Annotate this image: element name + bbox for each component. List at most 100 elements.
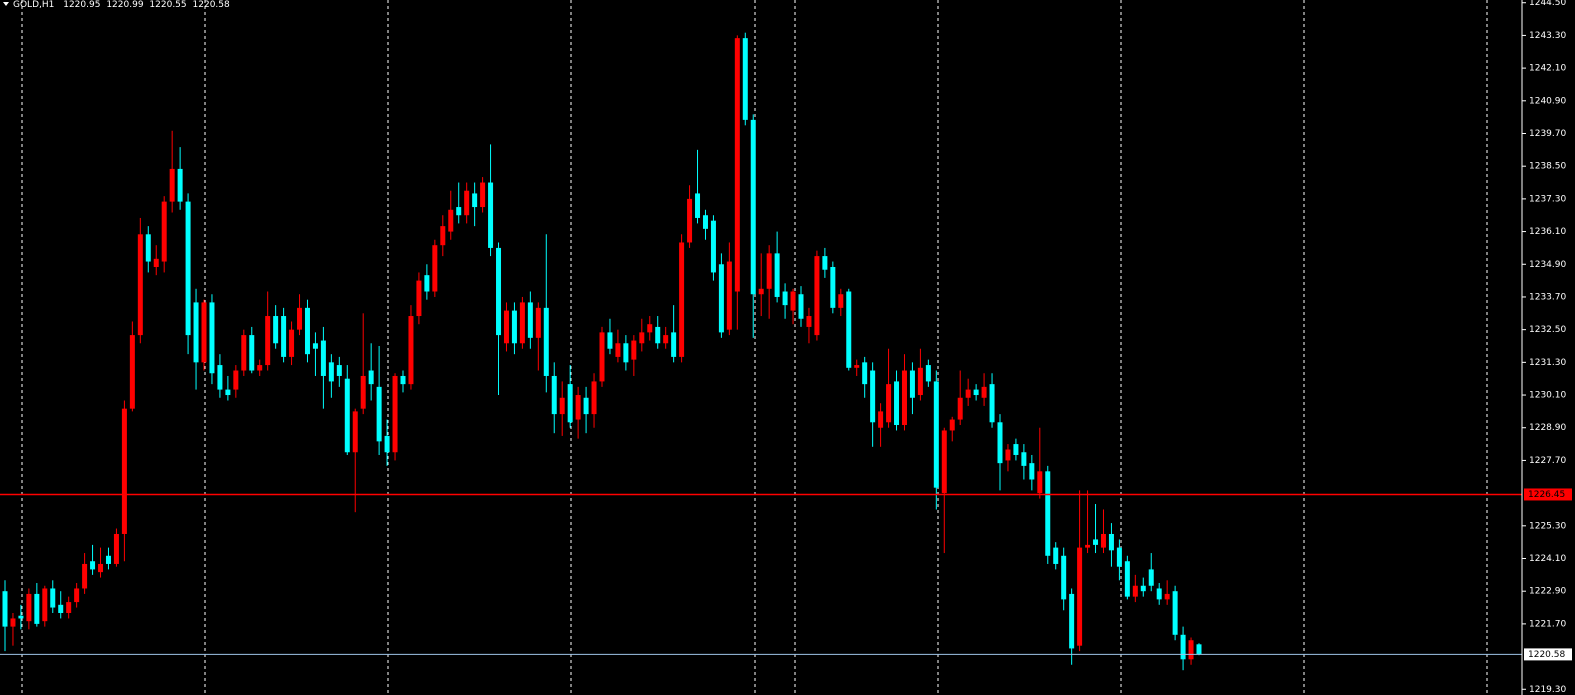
y-tick-label: 1234.90: [1529, 260, 1566, 270]
candle-body: [782, 291, 788, 306]
candle-body: [456, 207, 462, 216]
candle-body: [90, 561, 96, 570]
candle-body: [870, 370, 876, 423]
candle-body: [830, 266, 836, 308]
bid-label: 1220.58: [1528, 650, 1565, 660]
candle-body: [241, 335, 247, 371]
candle-body: [368, 370, 374, 385]
candle-body: [878, 411, 884, 428]
candle-body: [663, 335, 669, 344]
candle-body: [1021, 452, 1027, 466]
candle-body: [201, 302, 207, 363]
candle-body: [695, 193, 701, 218]
candle-body: [432, 245, 438, 292]
candle-body: [631, 340, 637, 360]
time-separators: [21, 0, 1488, 695]
header-close: 1220.58: [193, 0, 230, 10]
candle-body: [18, 615, 24, 619]
candle-body: [113, 533, 119, 564]
candle-body: [66, 602, 72, 613]
y-tick-label: 1238.50: [1529, 162, 1566, 172]
candle-body: [344, 378, 350, 453]
candle-body: [758, 288, 764, 295]
candle-body: [1132, 585, 1138, 597]
candle-body: [352, 411, 358, 453]
candle-body: [193, 302, 199, 363]
candle-body: [488, 182, 494, 248]
candle-body: [1037, 471, 1043, 494]
candle-body: [551, 375, 557, 415]
candle-body: [1108, 533, 1114, 551]
candle-body: [957, 397, 963, 420]
candle-body: [1164, 593, 1170, 600]
candle-body: [575, 395, 581, 420]
candle-body: [480, 182, 486, 208]
candle-body: [854, 365, 860, 368]
candle-body: [1069, 593, 1075, 649]
candle-body: [527, 302, 533, 338]
y-tick-label: 1224.10: [1529, 554, 1566, 564]
level-label-bg: [1524, 488, 1572, 501]
candle-body: [599, 332, 605, 382]
header-open: 1220.95: [63, 0, 100, 10]
candle-body: [1061, 555, 1067, 600]
candle-body: [909, 370, 915, 398]
candle-body: [742, 38, 748, 120]
header-low: 1220.55: [149, 0, 186, 10]
candle-body: [1100, 533, 1106, 548]
candle-body: [496, 247, 502, 336]
y-tick-label: 1222.90: [1529, 587, 1566, 597]
candle-body: [416, 280, 422, 317]
bid-label-bg: [1524, 648, 1572, 661]
candle-body: [98, 563, 104, 573]
candle-body: [249, 335, 255, 371]
candle-body: [591, 381, 597, 415]
y-tick-label: 1239.70: [1529, 129, 1566, 139]
candle-body: [1140, 585, 1146, 592]
candle-body: [153, 258, 159, 267]
candle-body: [297, 307, 303, 330]
candle-body: [281, 316, 287, 357]
y-tick-label: 1242.10: [1529, 64, 1566, 74]
y-tick-label: 1240.90: [1529, 96, 1566, 106]
level-label: 1226.45: [1528, 490, 1565, 500]
candle-body: [615, 343, 621, 357]
candle-body: [710, 220, 716, 273]
y-tick-label: 1221.70: [1529, 619, 1566, 629]
candle-body: [304, 307, 310, 355]
candle-body: [328, 362, 334, 382]
candle-body: [1093, 539, 1099, 545]
symbol: GOLD,H1: [13, 0, 54, 10]
candle-body: [822, 256, 828, 270]
candle-body: [519, 302, 525, 344]
candle-body: [1116, 547, 1122, 567]
candle-body: [647, 324, 653, 333]
candle-body: [973, 389, 979, 396]
candle-body: [360, 375, 366, 409]
candle-body: [161, 201, 167, 262]
candle-body: [1196, 644, 1202, 655]
candle-body: [177, 168, 183, 202]
price-axis: 1244.50 1243.30 1242.10 1240.90 1239.70 1238.…: [1522, 0, 1572, 695]
candle-body: [1124, 561, 1130, 597]
candle-body: [1085, 544, 1091, 548]
candle-body: [981, 386, 987, 398]
header-high: 1220.99: [106, 0, 143, 10]
candle-body: [2, 591, 8, 627]
candle-body: [933, 381, 939, 488]
candle-body: [1029, 463, 1035, 480]
header-arrow: [3, 2, 9, 6]
candle-body: [543, 307, 549, 376]
candle-body: [917, 367, 923, 396]
candle-body: [583, 397, 589, 415]
header: GOLD,H1 1220.95 1220.99 1220.55 1220.58: [13, 0, 230, 10]
y-tick-label: 1233.70: [1529, 292, 1566, 302]
candle-body: [185, 201, 191, 336]
y-tick-label: 1228.90: [1529, 423, 1566, 433]
candle-body: [137, 234, 143, 336]
candle-body: [58, 604, 64, 613]
y-tick-label: 1230.10: [1529, 391, 1566, 401]
candle-body: [1188, 640, 1194, 660]
